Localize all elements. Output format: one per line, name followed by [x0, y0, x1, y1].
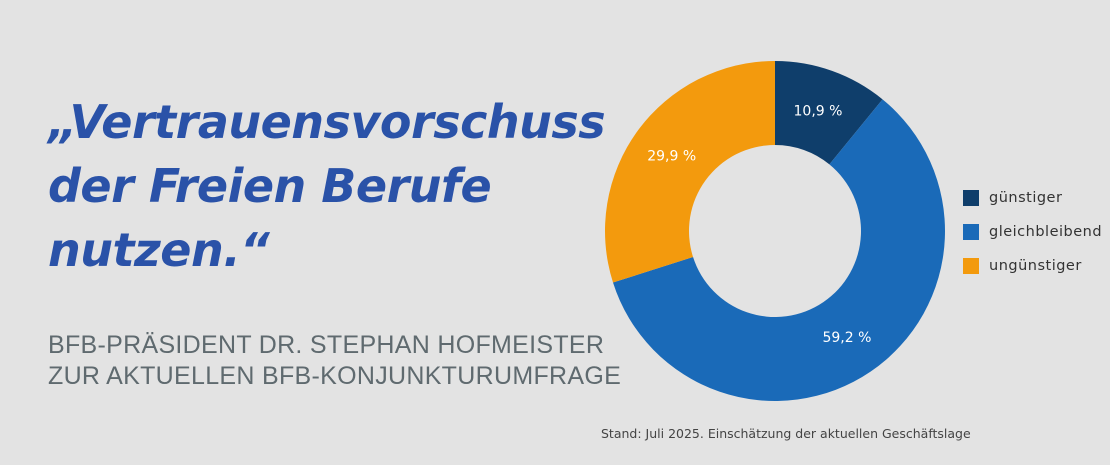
- chart-footnote: Stand: Juli 2025. Einschätzung der aktue…: [601, 426, 971, 441]
- legend-swatch-guenstiger: [963, 189, 979, 206]
- legend-label-gleichbleibend: gleichbleibend: [989, 223, 1103, 240]
- subtitle: BFB-PRÄSIDENT DR. STEPHAN HOFMEISTER ZUR…: [48, 330, 621, 392]
- legend-swatch-unguenstiger: [963, 257, 979, 274]
- slice-label-unguenstiger: 29,9 %: [647, 148, 696, 164]
- slice-label-guenstiger: 10,9 %: [794, 103, 843, 119]
- subtitle-line-1: BFB-PRÄSIDENT DR. STEPHAN HOFMEISTER: [48, 331, 605, 359]
- slice-label-gleichbleibend: 59,2 %: [822, 330, 871, 346]
- quote-line-2: der Freien Berufe: [48, 159, 492, 213]
- slice-unguenstiger: [605, 61, 775, 283]
- legend-item-guenstiger: günstiger: [963, 187, 1102, 208]
- legend-item-unguenstiger: ungünstiger: [963, 255, 1102, 276]
- legend-label-unguenstiger: ungünstiger: [989, 257, 1082, 274]
- subtitle-line-2: ZUR AKTUELLEN BFB-KONJUNKTURUMFRAGE: [48, 362, 622, 390]
- quote-line-3: nutzen.“: [48, 223, 270, 277]
- legend-swatch-gleichbleibend: [963, 223, 979, 240]
- slice-guenstiger: [775, 61, 883, 165]
- slice-gleichbleibend: [612, 99, 945, 402]
- quote-headline: „Vertrauensvorschuss der Freien Berufe n…: [48, 90, 608, 282]
- legend-item-gleichbleibend: gleichbleibend: [963, 221, 1102, 242]
- quote-line-1: „Vertrauensvorschuss: [48, 95, 606, 149]
- legend-label-guenstiger: günstiger: [989, 189, 1063, 206]
- chart-legend: günstiger gleichbleibend ungünstiger: [963, 187, 1102, 289]
